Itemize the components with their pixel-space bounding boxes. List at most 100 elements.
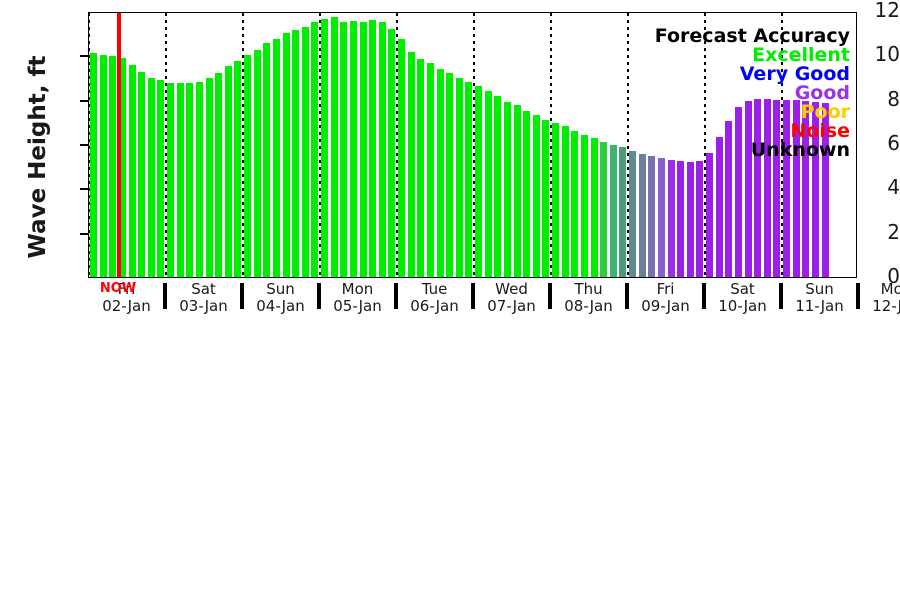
- bar: [157, 79, 165, 277]
- bar: [725, 120, 733, 277]
- gridline-day-boundary: [165, 13, 167, 277]
- bar: [426, 63, 434, 277]
- bar: [600, 141, 608, 277]
- bar: [388, 28, 396, 277]
- day-label-07-Jan: Wed 07-Jan: [457, 280, 567, 316]
- day-boundary-tick: [317, 283, 321, 309]
- day-of-month: 05-Jan: [333, 297, 382, 316]
- day-boundary-tick: [163, 283, 167, 309]
- day-of-month: 10-Jan: [718, 297, 767, 316]
- plot-area: Forecast Accuracy Excellent Very Good Go…: [88, 12, 857, 278]
- bar: [571, 130, 579, 277]
- day-of-week: Tue: [421, 280, 448, 298]
- bar: [484, 90, 492, 277]
- day-boundary-tick: [779, 283, 783, 309]
- y-tick-mark: [80, 99, 89, 102]
- bar: [311, 22, 319, 277]
- bar: [638, 153, 646, 277]
- bar: [417, 58, 425, 277]
- bar: [783, 99, 790, 277]
- y-tick-label-8: 8: [887, 86, 900, 111]
- bar: [677, 160, 685, 277]
- bar: [244, 55, 251, 277]
- day-label-11-Jan: Sun 11-Jan: [765, 280, 875, 316]
- bar: [667, 159, 675, 277]
- day-boundary-tick: [702, 283, 706, 309]
- bar: [706, 152, 713, 277]
- day-of-week: Thu: [574, 280, 603, 298]
- gridline-day-boundary: [627, 13, 629, 277]
- legend-entry-excellent: Excellent: [752, 44, 850, 66]
- bar: [609, 145, 617, 277]
- day-of-week: Sun: [805, 280, 834, 298]
- bar: [253, 49, 261, 277]
- gridline-day-boundary: [319, 13, 321, 277]
- bar: [763, 98, 771, 277]
- gridline-day-boundary: [781, 13, 783, 277]
- bar: [263, 43, 271, 277]
- now-vertical-line: [117, 13, 122, 277]
- day-label-10-Jan: Sat 10-Jan: [688, 280, 798, 316]
- bar: [330, 16, 338, 277]
- y-tick-label-0: 0: [887, 264, 900, 288]
- bar: [465, 81, 473, 277]
- day-boundary-tick: [856, 283, 860, 309]
- y-tick-mark: [80, 55, 89, 58]
- day-boundary-tick: [240, 283, 244, 309]
- bar: [340, 22, 348, 277]
- gridline-day-boundary: [396, 13, 398, 277]
- day-of-month: 02-Jan: [102, 297, 151, 316]
- y-tick-mark: [80, 144, 89, 146]
- bar: [494, 96, 502, 277]
- day-of-month: 04-Jan: [256, 297, 305, 316]
- y-tick-label-2: 2: [887, 219, 900, 244]
- bar: [715, 137, 723, 277]
- bar: [205, 77, 213, 277]
- bar: [436, 68, 444, 277]
- bar: [109, 56, 117, 277]
- bar: [349, 20, 357, 277]
- gridline-day-boundary: [550, 13, 552, 277]
- bar: [532, 115, 540, 277]
- bar: [118, 57, 126, 277]
- y-tick-mark: [80, 232, 89, 235]
- bar: [301, 26, 309, 277]
- bar: [398, 38, 405, 277]
- bar: [802, 100, 810, 277]
- bar: [523, 110, 531, 277]
- day-of-month: 09-Jan: [641, 297, 690, 316]
- bar: [821, 103, 829, 277]
- bar: [378, 22, 386, 277]
- bars-layer: [89, 13, 856, 277]
- bar: [590, 138, 598, 277]
- bar: [619, 147, 627, 277]
- y-tick-mark: [80, 188, 89, 191]
- y-tick-label-4: 4: [887, 175, 900, 200]
- day-label-04-Jan: Sun 04-Jan: [226, 280, 336, 316]
- bar: [792, 99, 800, 277]
- legend-title: Forecast Accuracy: [654, 25, 850, 47]
- day-label-02-Jan: Fri 02-Jan: [72, 280, 182, 316]
- bar: [90, 53, 97, 277]
- bar: [561, 126, 569, 277]
- bar: [734, 107, 742, 277]
- day-of-week: Fri: [656, 280, 675, 298]
- day-boundary-tick: [548, 283, 552, 309]
- day-of-week: Sun: [266, 280, 295, 298]
- bar: [475, 86, 482, 277]
- bar: [580, 135, 588, 277]
- day-boundary-tick: [625, 283, 629, 309]
- legend-entry-unknown: Unknown: [750, 139, 850, 161]
- gridline-day-boundary: [704, 13, 706, 277]
- bar: [224, 66, 232, 277]
- day-label-08-Jan: Thu 08-Jan: [534, 280, 644, 316]
- bar: [744, 100, 752, 277]
- bar: [195, 81, 203, 277]
- bar: [446, 73, 454, 277]
- bar: [292, 29, 300, 277]
- day-of-month: 06-Jan: [410, 297, 459, 316]
- day-label-09-Jan: Fri 09-Jan: [611, 280, 721, 316]
- bar: [99, 55, 107, 277]
- bar: [657, 158, 665, 277]
